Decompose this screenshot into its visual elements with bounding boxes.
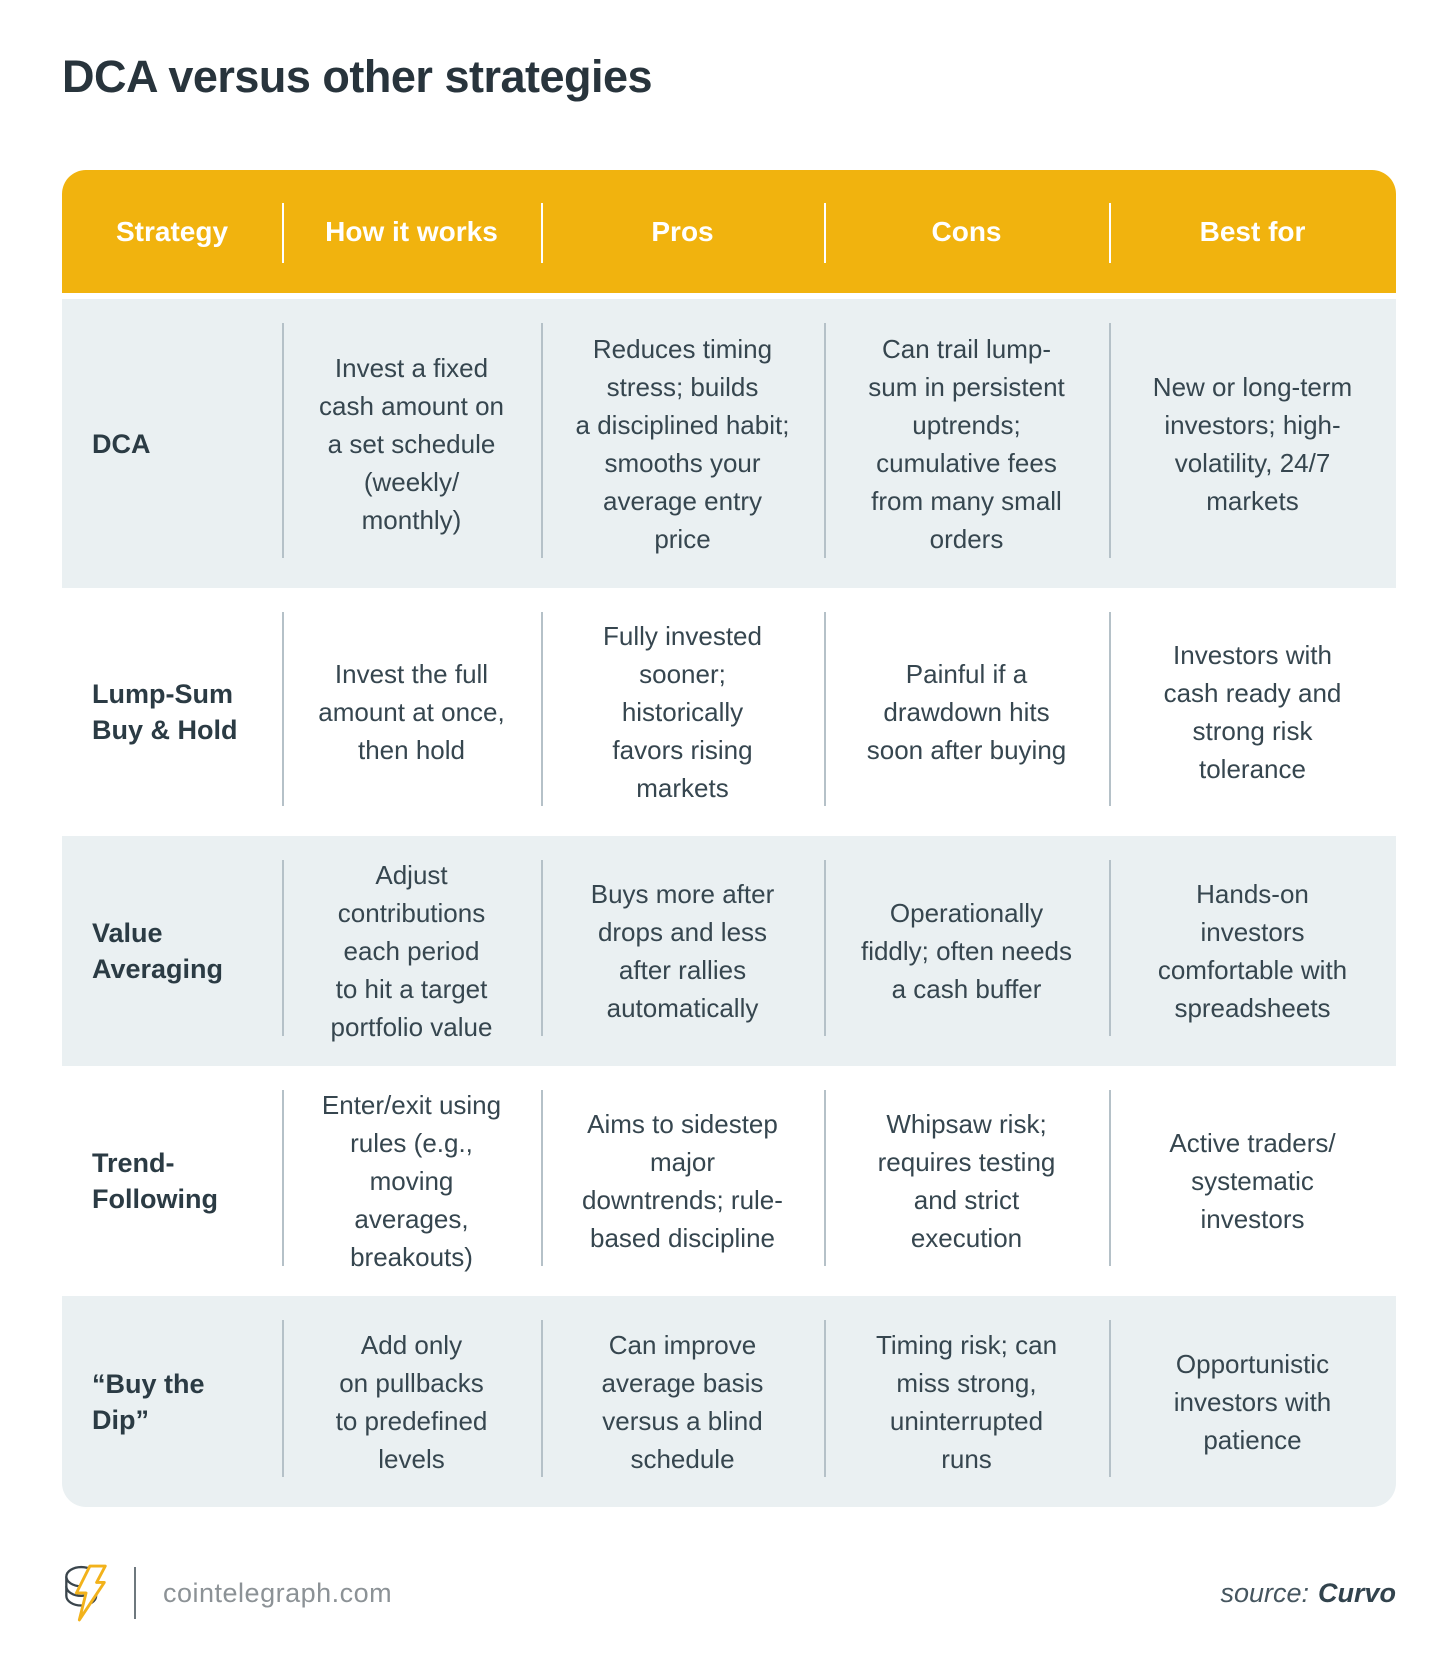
site-name: cointelegraph.com — [163, 1577, 393, 1608]
strategy-name: Lump-Sum Buy & Hold — [92, 679, 238, 745]
cell-pros: Reduces timing stress; builds a discipli… — [541, 299, 824, 588]
table-row-buy-the-dip: “Buy the Dip” Add only on pullbacks to p… — [62, 1296, 1396, 1507]
cell-best-for: Opportunistic investors with patience — [1109, 1296, 1396, 1507]
table-row-dca: DCA Invest a fixed cash amount on a set … — [62, 299, 1396, 588]
column-header-pros: Pros — [541, 170, 824, 293]
cell-pros: Buys more after drops and less after ral… — [541, 836, 824, 1066]
table-row-lump-sum: Lump-Sum Buy & Hold Invest the full amou… — [62, 588, 1396, 836]
cell-best-for: Hands-on investors comfortable with spre… — [1109, 836, 1396, 1066]
strategy-name: “Buy the Dip” — [92, 1368, 205, 1435]
column-header-cons: Cons — [824, 170, 1109, 293]
cell-pros: Aims to sidestep major downtrends; rule-… — [541, 1066, 824, 1296]
cell-pros: Fully invested sooner; historically favo… — [541, 588, 824, 836]
cell-cons: Whipsaw risk; requires testing and stric… — [824, 1066, 1109, 1296]
cell-pros: Can improve average basis versus a blind… — [541, 1296, 824, 1507]
cell-best-for: Active traders/ systematic investors — [1109, 1066, 1396, 1296]
column-header-strategy: Strategy — [115, 215, 229, 247]
strategy-name: DCA — [92, 428, 151, 459]
table-row-trend-following: Trend- Following Enter/exit using rules … — [62, 1066, 1396, 1296]
footer-divider — [134, 1567, 136, 1619]
cell-cons: Timing risk; can miss strong, uninterrup… — [824, 1296, 1109, 1507]
cell-how-it-works: Invest the full amount at once, then hol… — [282, 588, 541, 836]
column-header-how-it-works: How it works — [282, 170, 541, 293]
column-header-best-for: Best for — [1109, 170, 1396, 293]
cointelegraph-logo-icon — [65, 1564, 107, 1622]
lightning-bolt-icon — [74, 1564, 107, 1622]
page-title: DCA versus other strategies — [62, 51, 653, 102]
cell-how-it-works: Invest a fixed cash amount on a set sche… — [282, 299, 541, 588]
strategy-name: Trend- Following — [92, 1148, 218, 1214]
footer: cointelegraph.com source: Curvo — [62, 1563, 1396, 1623]
table-row-value-averaging: Value Averaging Adjust contributions eac… — [62, 836, 1396, 1066]
cell-cons: Can trail lump- sum in persistent uptren… — [824, 299, 1109, 588]
cell-how-it-works: Enter/exit using rules (e.g., moving ave… — [282, 1066, 541, 1296]
source-name: Curvo — [1317, 1577, 1396, 1608]
strategy-name: Value Averaging — [92, 918, 224, 984]
cell-how-it-works: Adjust contributions each period to hit … — [282, 836, 541, 1066]
cell-best-for: Investors with cash ready and strong ris… — [1109, 588, 1396, 836]
brand-lockup: cointelegraph.com — [62, 1563, 392, 1623]
cell-cons: Painful if a drawdown hits soon after bu… — [824, 588, 1109, 836]
source-credit: source: Curvo — [1220, 1578, 1396, 1609]
cell-best-for: New or long-term investors; high- volati… — [1109, 299, 1396, 588]
cell-cons: Operationally fiddly; often needs a cash… — [824, 836, 1109, 1066]
source-label: source: — [1220, 1577, 1309, 1608]
cell-how-it-works: Add only on pullbacks to predefined leve… — [282, 1296, 541, 1507]
comparison-table: Strategy How it works Pros Cons Best for… — [62, 170, 1396, 1507]
table-header-row: Strategy How it works Pros Cons Best for — [62, 170, 1396, 293]
